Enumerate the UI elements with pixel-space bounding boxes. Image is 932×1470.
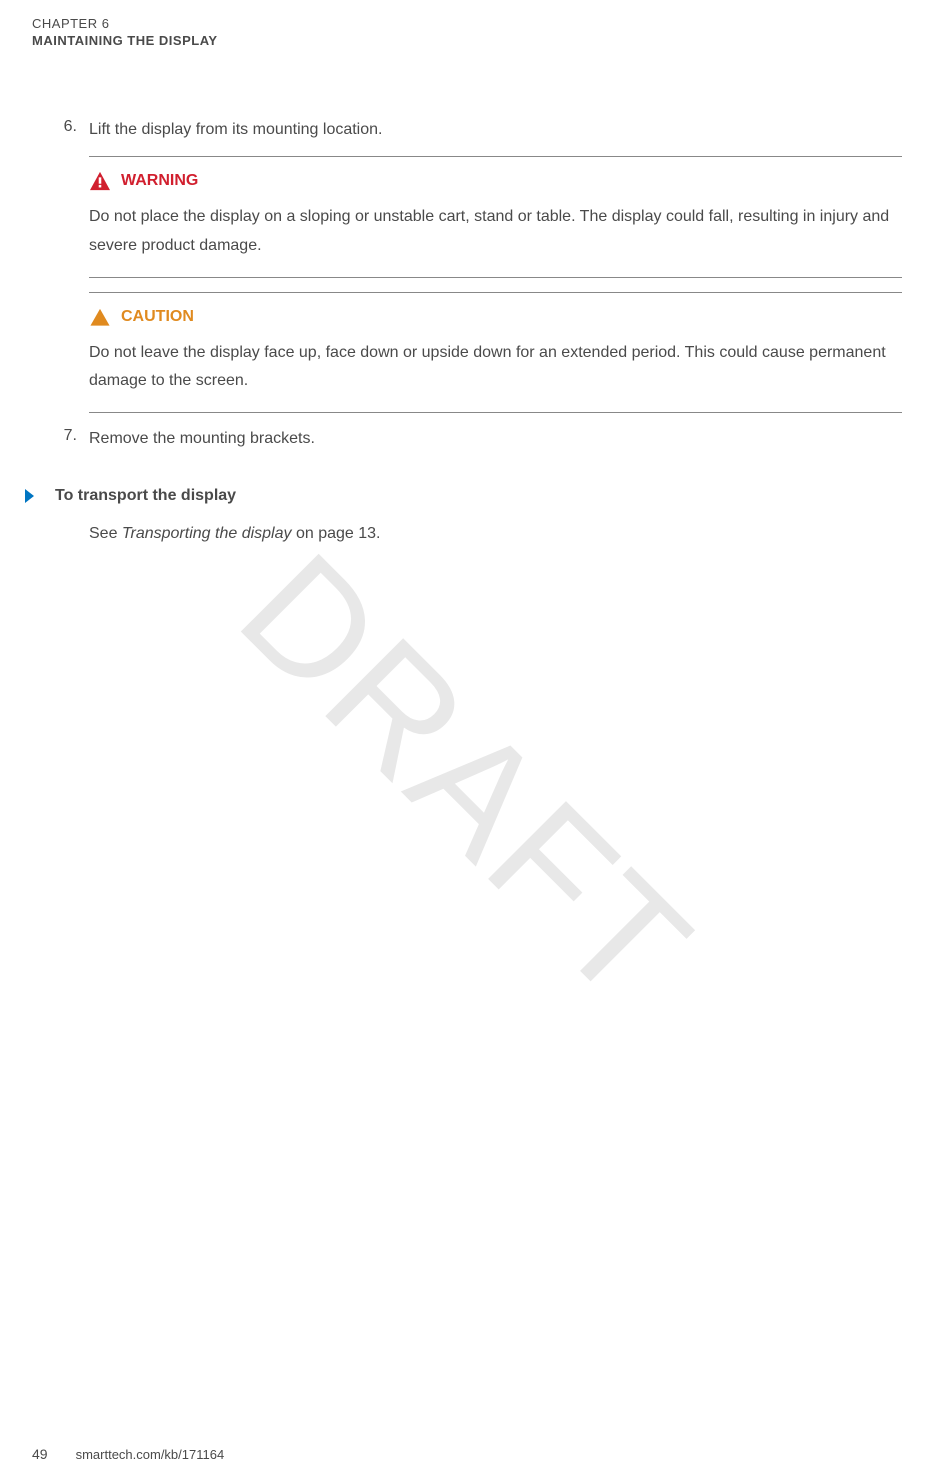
caution-icon [89, 307, 111, 327]
section-heading: To transport the display [55, 487, 902, 505]
page-header: CHAPTER 6 MAINTAINING THE DISPLAY [32, 16, 218, 48]
step-number: 7. [55, 427, 89, 451]
warning-icon [89, 171, 111, 191]
warning-body: Do not place the display on a sloping or… [89, 203, 902, 261]
step-7: 7. Remove the mounting brackets. [55, 427, 902, 451]
caution-label: CAUTION [121, 308, 194, 326]
page-footer: 49 smarttech.com/kb/171164 [32, 1446, 224, 1462]
warning-callout: WARNING Do not place the display on a sl… [89, 156, 902, 278]
section-title: To transport the display [55, 487, 236, 505]
chapter-label: CHAPTER 6 [32, 16, 218, 31]
page-number: 49 [32, 1446, 48, 1462]
cross-reference-link[interactable]: Transporting the display [122, 525, 292, 542]
chapter-title: MAINTAINING THE DISPLAY [32, 33, 218, 48]
step-6: 6. Lift the display from its mounting lo… [55, 118, 902, 142]
section-marker-icon [25, 489, 34, 503]
step-text: Remove the mounting brackets. [89, 427, 315, 451]
step-text: Lift the display from its mounting locat… [89, 118, 382, 142]
caution-callout: CAUTION Do not leave the display face up… [89, 292, 902, 414]
step-number: 6. [55, 118, 89, 142]
section-body-suffix: on page 13. [292, 525, 381, 542]
footer-url[interactable]: smarttech.com/kb/171164 [76, 1447, 225, 1462]
caution-body: Do not leave the display face up, face d… [89, 339, 902, 397]
warning-label: WARNING [121, 172, 198, 190]
section-body: See Transporting the display on page 13. [89, 525, 902, 543]
section-body-prefix: See [89, 525, 122, 542]
draft-watermark: DRAFT [205, 518, 726, 1039]
